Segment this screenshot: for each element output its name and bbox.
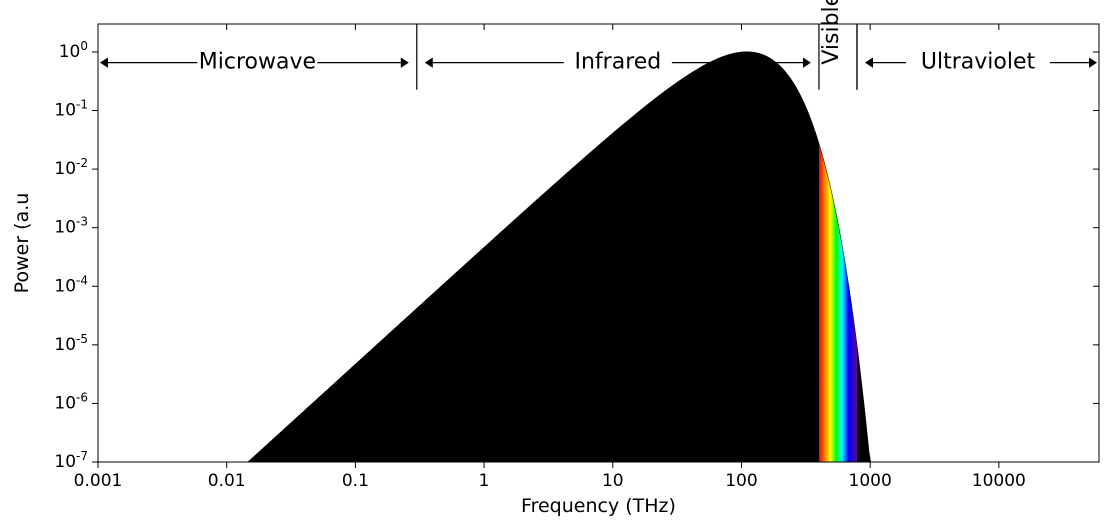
x-tick-label: 0.1: [342, 471, 369, 491]
y-tick-label: 100: [59, 39, 88, 62]
region-label-microwave: Microwave: [199, 50, 316, 75]
region-label-ultraviolet: Ultraviolet: [921, 50, 1036, 75]
y-tick-label: 10-5: [54, 332, 88, 355]
x-tick-label: 100: [725, 471, 757, 491]
y-tick-label: 10-6: [54, 390, 88, 413]
x-tick-label: 0.01: [208, 471, 246, 491]
x-tick-label: 10: [602, 471, 624, 491]
y-tick-label: 10-3: [54, 215, 88, 238]
y-tick-label: 10-2: [54, 156, 88, 179]
x-tick-label: 1000: [849, 471, 892, 491]
x-tick-label: 0.001: [74, 471, 123, 491]
y-axis-label: Power (a.u: [11, 193, 33, 294]
blackbody-spectrum-chart: 0.001 0.01 0.1 1 10 100 1000 10000 10-7 10-6 10-5…: [0, 0, 1119, 532]
x-tick-label: 10000: [972, 471, 1026, 491]
x-axis-label: Frequency (THz): [521, 495, 676, 517]
y-tick-label: 10-4: [54, 273, 88, 296]
region-label-visible: Visible: [819, 0, 844, 65]
y-tick-label: 10-1: [54, 98, 88, 121]
x-tick-label: 1: [479, 471, 490, 491]
y-tick-label: 10-7: [54, 449, 88, 472]
region-label-infrared: Infrared: [574, 50, 661, 75]
